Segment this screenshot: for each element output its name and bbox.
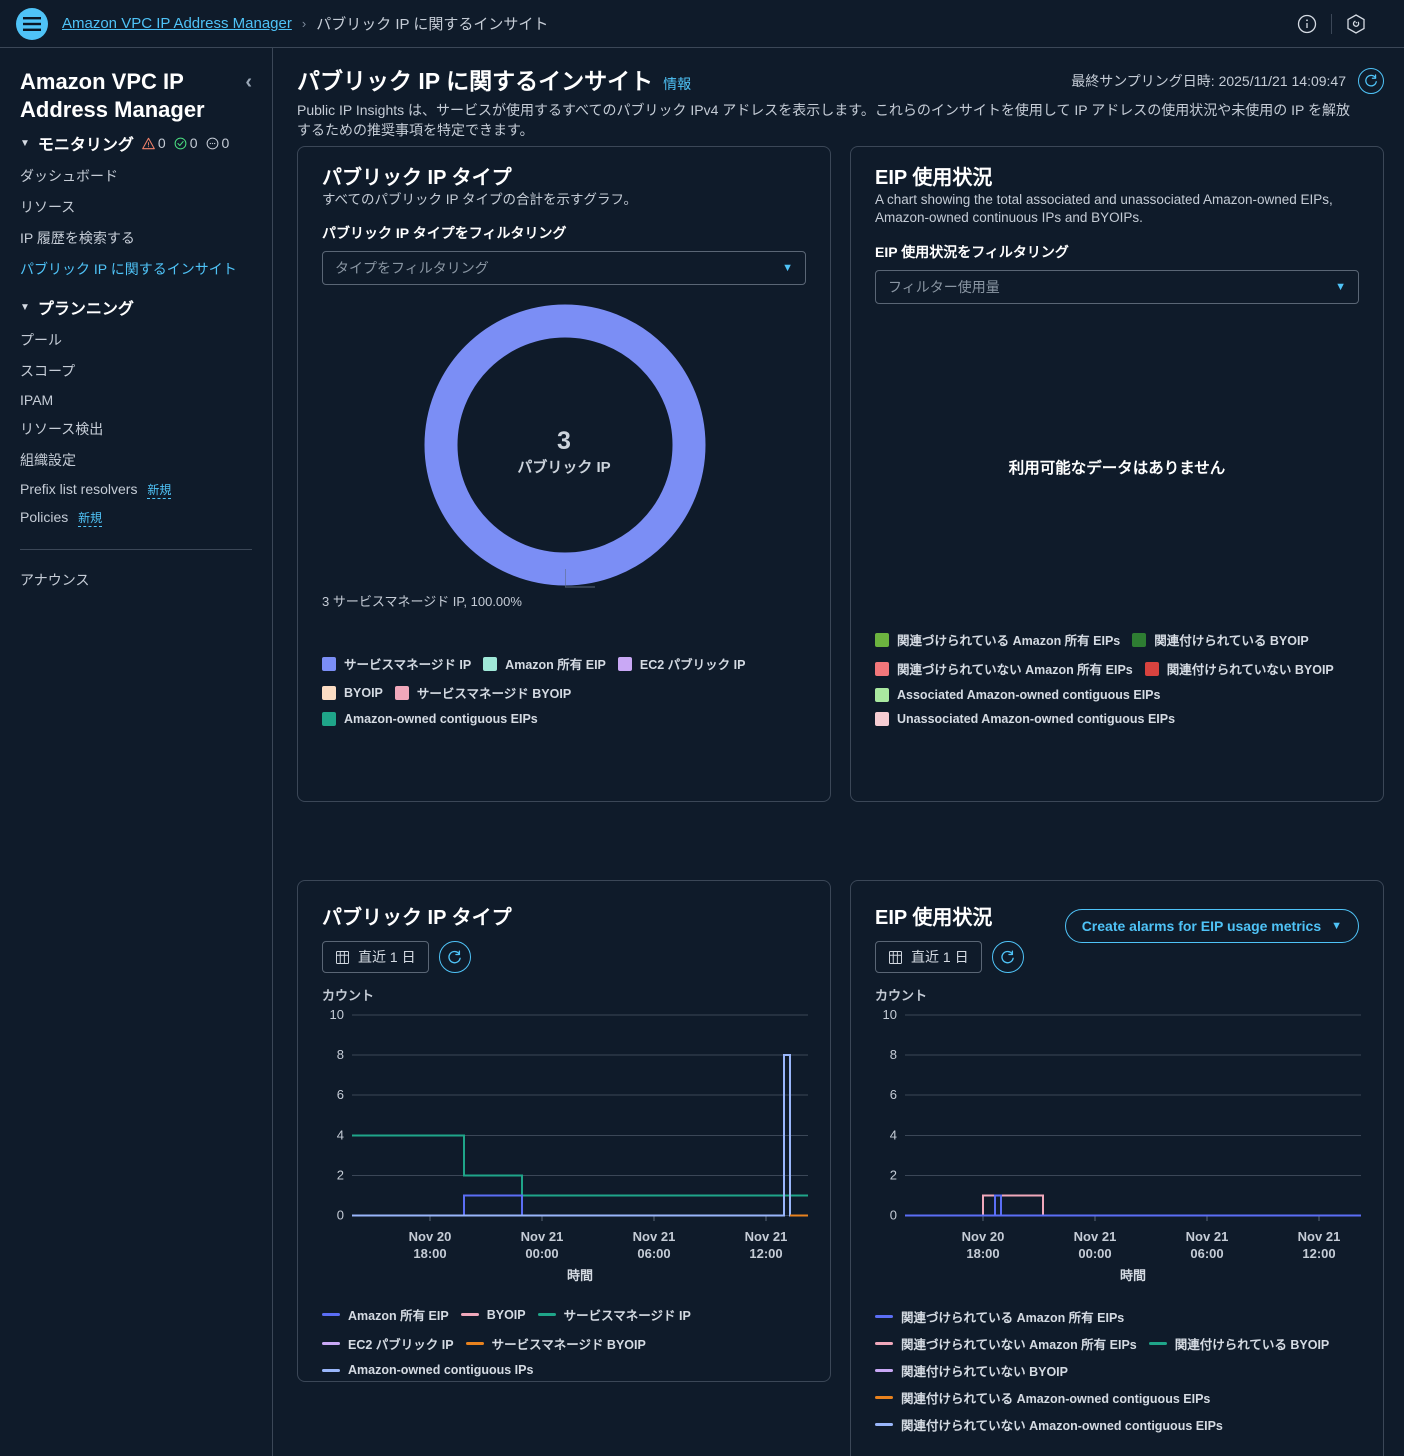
svg-text:Nov 21: Nov 21	[1074, 1229, 1117, 1244]
svg-text:Nov 21: Nov 21	[1298, 1229, 1341, 1244]
svg-text:6: 6	[890, 1087, 897, 1102]
svg-text:00:00: 00:00	[525, 1246, 558, 1261]
svg-text:6: 6	[337, 1087, 344, 1102]
svg-text:Nov 21: Nov 21	[745, 1229, 788, 1244]
svg-text:Nov 21: Nov 21	[521, 1229, 564, 1244]
svg-text:0: 0	[337, 1208, 344, 1223]
svg-text:Nov 20: Nov 20	[962, 1229, 1005, 1244]
svg-text:10: 10	[883, 1007, 897, 1022]
svg-text:Nov 21: Nov 21	[633, 1229, 676, 1244]
svg-text:時間: 時間	[1120, 1268, 1146, 1283]
svg-text:12:00: 12:00	[1302, 1246, 1335, 1261]
svg-text:4: 4	[337, 1128, 344, 1143]
svg-text:18:00: 18:00	[966, 1246, 999, 1261]
svg-text:00:00: 00:00	[1078, 1246, 1111, 1261]
svg-text:06:00: 06:00	[1190, 1246, 1223, 1261]
svg-text:12:00: 12:00	[749, 1246, 782, 1261]
svg-text:2: 2	[890, 1168, 897, 1183]
svg-text:8: 8	[890, 1047, 897, 1062]
svg-text:Nov 20: Nov 20	[409, 1229, 452, 1244]
svg-text:2: 2	[337, 1168, 344, 1183]
svg-text:18:00: 18:00	[413, 1246, 446, 1261]
svg-text:Nov 21: Nov 21	[1186, 1229, 1229, 1244]
svg-text:時間: 時間	[567, 1268, 593, 1283]
svg-text:10: 10	[330, 1007, 344, 1022]
svg-text:0: 0	[890, 1208, 897, 1223]
svg-text:06:00: 06:00	[637, 1246, 670, 1261]
svg-text:4: 4	[890, 1128, 897, 1143]
svg-text:8: 8	[337, 1047, 344, 1062]
